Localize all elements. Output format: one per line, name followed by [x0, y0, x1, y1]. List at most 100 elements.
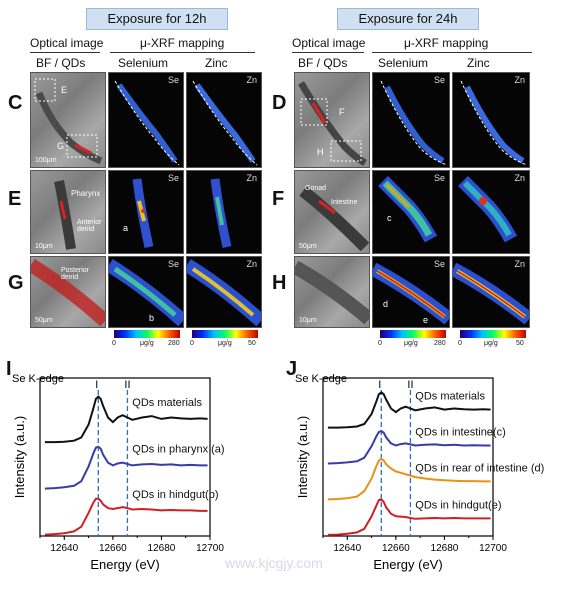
- selenium-heading-left: Selenium: [118, 56, 169, 70]
- panel-H-optical: 10μm: [294, 256, 370, 328]
- marker-label-II: II: [124, 379, 130, 391]
- panel-E-selenium: Se a: [108, 170, 184, 254]
- x-tick-label: 12680: [148, 543, 176, 554]
- cb3-max: 280: [434, 340, 446, 347]
- worm-g-image: [31, 259, 105, 327]
- series-line-2: [44, 497, 208, 536]
- zn-label: Zn: [514, 173, 525, 183]
- scale-100: 100μm: [35, 157, 57, 164]
- scale-50a: 50μm: [35, 317, 53, 324]
- se-label: Se: [167, 173, 179, 183]
- x-axis-label: Energy (eV): [90, 557, 159, 572]
- cb2-max: 50: [248, 340, 256, 347]
- watermark: www.kjcgjy.com: [225, 555, 323, 571]
- intestine-label: Intestine: [331, 199, 358, 206]
- se-map-f: [378, 176, 438, 243]
- series-label-2: QDs in rear of intestine (d): [415, 462, 544, 474]
- xrf-heading-right: μ-XRF mapping: [404, 36, 489, 50]
- panel-D-optical: F H: [294, 72, 370, 168]
- pharynx-label: Pharynx: [71, 189, 101, 198]
- rule-left-xrf: [110, 52, 255, 53]
- series-label-0: QDs materials: [132, 397, 202, 409]
- x-tick-label: 12640: [50, 543, 78, 554]
- panel-F-zinc: Zn: [452, 170, 530, 254]
- x-tick-label: 12660: [99, 543, 127, 554]
- label-G: G: [8, 272, 24, 294]
- cb3-min: 0: [378, 340, 382, 347]
- series-line-1: [44, 445, 208, 490]
- panel-H-zinc: Zn: [452, 256, 530, 328]
- rule-left-optical: [30, 52, 100, 53]
- se-map-h: [373, 262, 449, 325]
- cb4-min: 0: [458, 340, 462, 347]
- rule-right-xrf: [372, 52, 532, 53]
- se-map-e: [132, 178, 154, 248]
- se-label: Se: [433, 259, 445, 269]
- optical-heading-left: Optical image: [30, 36, 104, 50]
- panel-H-selenium: Se d e: [372, 256, 450, 328]
- colorbar-zn-12h: [192, 330, 258, 338]
- se-label: Se: [433, 75, 445, 85]
- plot-frame: [39, 377, 211, 537]
- series-label-3: QDs in hindgut(e): [415, 499, 501, 511]
- worm-h-image: [295, 260, 369, 325]
- cb2-unit: μg/g: [218, 340, 232, 347]
- rule-right-optical: [292, 52, 364, 53]
- label-I: I: [6, 358, 12, 380]
- point-d: d: [383, 299, 389, 309]
- x-tick-label: 12660: [382, 543, 410, 554]
- optical-heading-right: Optical image: [292, 36, 366, 50]
- se-label: Se: [167, 259, 179, 269]
- label-C: C: [8, 92, 23, 114]
- box-label-G: G: [57, 141, 65, 151]
- label-D: D: [272, 92, 287, 114]
- panel-G-selenium: Se b: [108, 256, 184, 328]
- se-map-g: [109, 259, 183, 327]
- zn-map-c: [192, 80, 258, 166]
- worm-f-image: [299, 186, 369, 252]
- posterior-label: Posterior deirid: [61, 267, 90, 281]
- se-map-c: [114, 80, 180, 166]
- panel-C-optical: E G 100μm: [30, 72, 106, 168]
- chart-title: Se K-edge: [12, 373, 64, 385]
- box-label-F: F: [339, 107, 345, 117]
- series-line-3: [327, 498, 491, 536]
- panel-D-zinc: Zn: [452, 72, 530, 168]
- label-F: F: [272, 188, 285, 210]
- zn-map-h: [453, 262, 529, 325]
- scale-10b: 10μm: [299, 317, 317, 324]
- panel-C-selenium: Se: [108, 72, 184, 168]
- x-axis-label: Energy (eV): [373, 557, 442, 572]
- zn-label: Zn: [246, 259, 257, 269]
- x-tick-label: 12700: [479, 543, 507, 554]
- scale-10a: 10μm: [35, 243, 53, 250]
- box-label-H: H: [317, 147, 324, 157]
- scale-50b: 50μm: [299, 243, 317, 250]
- series-line-0: [44, 395, 208, 444]
- xrf-heading-left: μ-XRF mapping: [140, 36, 225, 50]
- zn-map-f: [458, 176, 518, 243]
- colorbar-se-24h: [380, 330, 446, 338]
- panel-G-zinc: Zn: [186, 256, 262, 328]
- point-c: c: [387, 213, 392, 223]
- zn-map-d: [460, 80, 528, 166]
- cb2-min: 0: [190, 340, 194, 347]
- plot-frame: [322, 377, 494, 537]
- panel-F-selenium: Se c: [372, 170, 450, 254]
- panel-D-selenium: Se: [372, 72, 450, 168]
- header-12h: Exposure for 12h: [86, 8, 228, 30]
- x-tick-label: 12680: [431, 543, 459, 554]
- marker-label-II: II: [407, 379, 413, 391]
- x-tick-label: 12700: [196, 543, 224, 554]
- selenium-heading-right: Selenium: [378, 56, 429, 70]
- worm-d-image: [297, 81, 367, 167]
- panel-E-optical: Pharynx Anterior deirid 10μm: [30, 170, 106, 254]
- panel-C-zinc: Zn: [186, 72, 262, 168]
- worm-e-image: [54, 180, 76, 250]
- zn-label: Zn: [514, 259, 525, 269]
- marker-label-I: I: [95, 379, 98, 391]
- series-label-1: QDs in pharynx (a): [132, 443, 224, 455]
- cb1-min: 0: [112, 340, 116, 347]
- zn-label: Zn: [246, 75, 257, 85]
